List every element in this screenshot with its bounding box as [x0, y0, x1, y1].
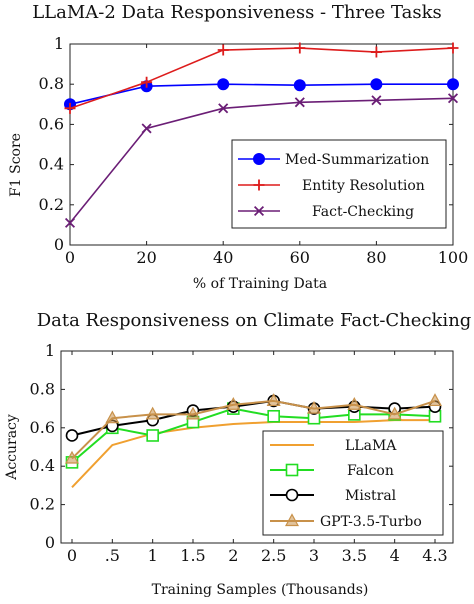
chart2-ytick-label-5: 1	[45, 341, 55, 360]
chart1-point-entity-resolution-3	[294, 42, 306, 54]
chart2-point-gpt-3-5-turbo-3	[185, 406, 201, 420]
chart2-xtick-label-8: 4	[390, 546, 400, 565]
chart2-xtick-label-3: 1.5	[180, 546, 205, 565]
chart1-point-fact-checking-3	[294, 97, 305, 108]
chart1-xtick-label-5: 100	[438, 248, 469, 267]
chart1-legend: Med-Summarization Entity Resolution Fact…	[231, 139, 447, 229]
chart2-point-falcon-5	[267, 409, 280, 423]
chart2-point-gpt-3-5-turbo-4	[226, 397, 241, 410]
chart2-point-gpt-3-5-turbo-9	[427, 393, 443, 407]
chart1-point-entity-resolution-5	[447, 42, 459, 54]
chart1-line-fact-checking	[69, 97, 454, 224]
chart2-line-gpt-3-5-turbo	[71, 399, 436, 460]
chart2-ytick-label-3: 0.6	[30, 418, 55, 437]
chart1-legend-marker-med-summarization	[253, 153, 265, 165]
chart1-plot-frame	[69, 43, 454, 246]
chart1-xtick-label-4: 80	[366, 248, 386, 267]
chart2-point-gpt-3-5-turbo-1	[105, 410, 120, 424]
chart1-ytick-label-4: 0.8	[39, 74, 64, 93]
chart2-xlabel: Training Samples (Thousands)	[152, 582, 369, 598]
chart2-point-gpt-3-5-turbo-7	[347, 397, 362, 410]
chart2-plot-frame	[60, 350, 454, 544]
chart2-legend-label-gpt-3-5-turbo: GPT-3.5-Turbo	[320, 514, 422, 530]
chart1-xtick-label-3: 60	[290, 248, 310, 267]
chart1-legend-label-fact-checking: Fact-Checking	[312, 204, 414, 220]
chart2-xtick-label-2: 1	[148, 546, 158, 565]
chart2-line-falcon	[71, 407, 436, 464]
chart2-legend-label-mistral: Mistral	[345, 488, 397, 504]
chart1-point-med-summarization-3	[293, 79, 306, 92]
chart2-ytick-label-4: 0.8	[30, 379, 55, 398]
chart1-series	[64, 42, 459, 228]
chart1-xtick-label-0: 0	[65, 248, 75, 267]
chart1-point-med-summarization-5	[447, 78, 459, 91]
chart2-xtick-label-4: 2	[228, 546, 238, 565]
chart2-xtick-label-0: 0	[67, 546, 77, 565]
chart1-ytick-label-5: 1	[54, 34, 64, 53]
chart2-ytick-label-1: 0.2	[30, 495, 55, 514]
chart2-legend-marker-gpt-3-5-turbo	[284, 513, 300, 527]
chart-climate-fact-checking: Data Responsiveness on Climate Fact-Chec…	[4, 310, 471, 598]
chart1-legend-marker-entity-resolution	[253, 179, 265, 191]
chart1-point-entity-resolution-4	[370, 46, 382, 58]
chart1-point-fact-checking-5	[447, 93, 459, 104]
chart2-point-gpt-3-5-turbo-5	[266, 393, 281, 407]
chart1-point-fact-checking-0	[64, 217, 76, 228]
chart2-ylabel: Accuracy	[4, 414, 20, 481]
chart1-ylabel: F1 Score	[8, 133, 24, 197]
chart1-ytick-label-2: 0.4	[39, 155, 64, 174]
chart1-legend-marker-fact-checking	[253, 205, 265, 217]
chart1-point-entity-resolution-1	[141, 76, 153, 88]
chart1-ticks: 0 0.2 0.4 0.6 0.8 1 0 20 40 60 80 100	[39, 34, 469, 267]
chart1-point-med-summarization-2	[217, 78, 230, 91]
chart1-legend-box	[231, 139, 447, 229]
chart2-legend: LLaMA Falcon Mistral GPT-3.5-Turbo	[262, 430, 444, 536]
chart1-ytick-label-1: 0.2	[39, 195, 64, 214]
chart1-point-entity-resolution-0	[64, 102, 76, 114]
chart2-xtick-label-5: 2.5	[261, 546, 286, 565]
chart2-ticks: 0 0.2 0.4 0.6 0.8 1 0 .5 1 1.5 2 2.5 3 3.5 4 4.3	[30, 341, 453, 565]
chart2-legend-label-llama: LLaMA	[345, 438, 397, 454]
chart2-title: Data Responsiveness on Climate Fact-Chec…	[37, 310, 472, 331]
chart2-xtick-label-1: .5	[105, 546, 120, 565]
chart2-xtick-label-6: 3	[309, 546, 319, 565]
chart1-legend-label-entity-resolution: Entity Resolution	[302, 178, 425, 194]
chart2-line-llama	[71, 419, 435, 489]
chart2-point-gpt-3-5-turbo-0	[64, 450, 80, 464]
chart2-ytick-label-2: 0.4	[30, 456, 55, 475]
chart1-ytick-label-0: 0	[54, 235, 64, 254]
chart1-point-fact-checking-1	[141, 123, 152, 134]
chart2-legend-marker-mistral	[285, 488, 299, 502]
chart2-point-falcon-2	[146, 429, 159, 442]
chart1-xtick-label-1: 20	[136, 248, 156, 267]
chart2-legend-marker-falcon	[285, 463, 299, 477]
chart1-point-med-summarization-4	[370, 78, 383, 91]
chart2-xtick-label-7: 3.5	[342, 546, 367, 565]
chart2-legend-label-falcon: Falcon	[347, 463, 394, 479]
chart-llama2-three-tasks: LLaMA-2 Data Responsiveness - Three Task…	[8, 2, 468, 292]
chart2-ytick-label-0: 0	[45, 533, 55, 552]
chart2-point-gpt-3-5-turbo-8	[387, 406, 402, 420]
chart1-title: LLaMA-2 Data Responsiveness - Three Task…	[32, 2, 442, 23]
chart2-point-gpt-3-5-turbo-2	[145, 406, 160, 420]
chart1-point-fact-checking-2	[218, 103, 229, 114]
chart1-ytick-label-3: 0.6	[39, 114, 64, 133]
chart2-series	[64, 393, 443, 489]
chart2-point-mistral-0	[65, 429, 79, 442]
chart1-line-med-summarization	[69, 83, 453, 106]
chart1-point-fact-checking-4	[371, 95, 382, 106]
chart1-point-entity-resolution-2	[217, 44, 229, 56]
chart1-legend-label-med-summarization: Med-Summarization	[285, 152, 429, 168]
chart2-xtick-label-9: 4.3	[422, 546, 447, 565]
chart1-line-entity-resolution	[69, 47, 454, 110]
chart1-xlabel: % of Training Data	[193, 276, 327, 292]
chart1-xtick-label-2: 40	[213, 248, 233, 267]
chart2-point-gpt-3-5-turbo-6	[306, 400, 322, 414]
